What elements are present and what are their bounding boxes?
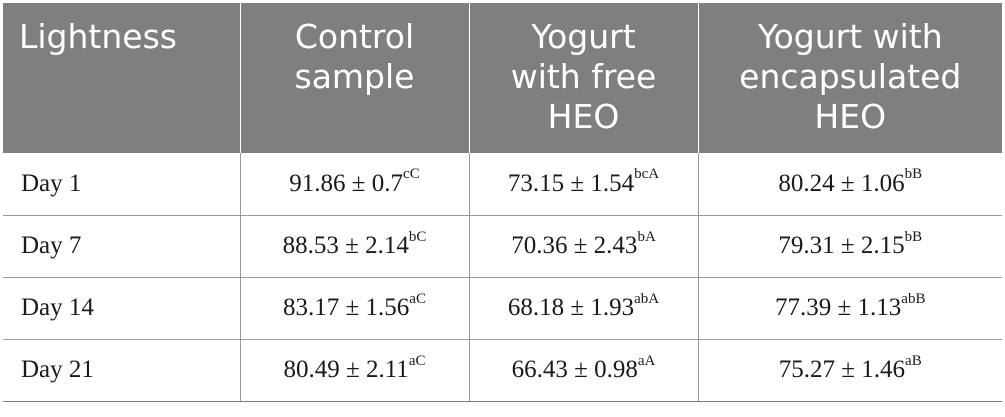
cell-free-heo: 70.36 ± 2.43bA (469, 215, 699, 278)
cell-encapsulated-heo: 75.27 ± 1.46aB (698, 339, 1002, 402)
header-line: Yogurt with (757, 17, 943, 56)
header-line: Lightness (19, 17, 177, 56)
significance-letters: aB (905, 352, 922, 369)
cell-value: 75.27 ± 1.46 (778, 356, 906, 383)
table-row: Day 14 83.17 ± 1.56aC 68.18 ± 1.93abA 77… (3, 277, 1002, 340)
header-line: encapsulated (739, 57, 962, 96)
header-line: HEO (814, 97, 887, 136)
row-label: Day 21 (3, 339, 241, 402)
significance-letters: bA (637, 228, 656, 245)
cell-control: 80.49 ± 2.11aC (240, 339, 470, 402)
cell-encapsulated-heo: 77.39 ± 1.13abB (698, 277, 1002, 340)
significance-letters: aC (408, 352, 426, 369)
significance-letters: aC (409, 290, 426, 307)
significance-letters: bC (408, 228, 427, 245)
cell-value: 68.18 ± 1.93 (507, 294, 635, 321)
significance-letters: abB (901, 290, 926, 307)
cell-value: 88.53 ± 2.14 (282, 232, 409, 259)
header-line: sample (294, 57, 415, 96)
cell-control: 91.86 ± 0.7cC (240, 153, 470, 216)
lightness-table: Lightness Control sample Yogurt with fre… (3, 3, 1002, 402)
cell-free-heo: 66.43 ± 0.98aA (469, 339, 699, 402)
table-row: Day 1 91.86 ± 0.7cC 73.15 ± 1.54bcA 80.2… (3, 153, 1002, 216)
header-row: Lightness Control sample Yogurt with fre… (3, 3, 1002, 153)
cell-value: 70.36 ± 2.43 (511, 232, 638, 259)
significance-letters: bB (904, 228, 923, 245)
table-header: Lightness Control sample Yogurt with fre… (3, 3, 1002, 153)
cell-encapsulated-heo: 79.31 ± 2.15bB (698, 215, 1002, 278)
header-control-sample: Control sample (240, 3, 470, 153)
significance-letters: abA (634, 290, 660, 307)
header-line: Yogurt (531, 17, 636, 56)
header-lightness: Lightness (3, 3, 241, 153)
significance-letters: bB (904, 166, 923, 183)
cell-value: 80.24 ± 1.06 (778, 169, 905, 197)
cell-control: 88.53 ± 2.14bC (240, 215, 470, 278)
header-yogurt-encapsulated-heo: Yogurt with encapsulated HEO (698, 3, 1002, 153)
cell-value: 66.43 ± 0.98 (511, 356, 638, 383)
row-label: Day 7 (3, 215, 241, 278)
cell-value: 79.31 ± 2.15 (778, 232, 905, 259)
cell-encapsulated-heo: 80.24 ± 1.06bB (698, 153, 1002, 216)
row-label: Day 14 (3, 277, 241, 340)
significance-letters: cC (403, 166, 420, 183)
significance-letters: bcA (634, 166, 660, 183)
cell-free-heo: 68.18 ± 1.93abA (469, 277, 699, 340)
header-line: HEO (547, 97, 620, 136)
header-line: Control (294, 17, 415, 56)
row-label: Day 1 (3, 153, 241, 216)
table-row: Day 21 80.49 ± 2.11aC 66.43 ± 0.98aA 75.… (3, 339, 1002, 402)
significance-letters: aA (637, 352, 656, 369)
cell-value: 73.15 ± 1.54 (507, 169, 635, 197)
cell-control: 83.17 ± 1.56aC (240, 277, 470, 340)
header-line: with free (510, 57, 657, 96)
cell-value: 91.86 ± 0.7 (289, 169, 404, 197)
table-body: Day 1 91.86 ± 0.7cC 73.15 ± 1.54bcA 80.2… (3, 153, 1002, 402)
cell-value: 77.39 ± 1.13 (775, 294, 902, 321)
table-row: Day 7 88.53 ± 2.14bC 70.36 ± 2.43bA 79.3… (3, 215, 1002, 278)
cell-free-heo: 73.15 ± 1.54bcA (469, 153, 699, 216)
cell-value: 83.17 ± 1.56 (283, 294, 410, 321)
cell-value: 80.49 ± 2.11 (283, 356, 409, 383)
header-yogurt-free-heo: Yogurt with free HEO (469, 3, 699, 153)
